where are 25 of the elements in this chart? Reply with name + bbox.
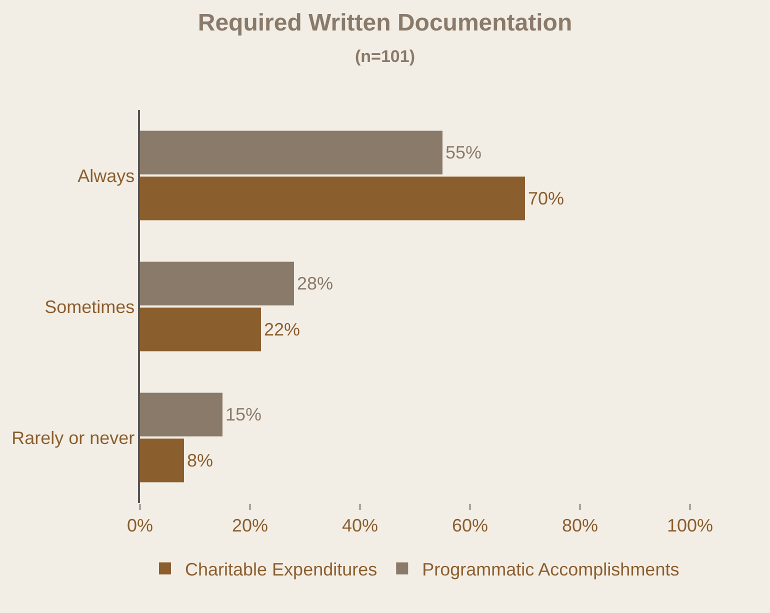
bar xyxy=(140,392,222,436)
chart-subtitle: (n=101) xyxy=(355,46,415,66)
bar xyxy=(140,176,525,220)
y-tick-label: Sometimes xyxy=(44,296,135,317)
data-label: 15% xyxy=(226,404,262,425)
bar xyxy=(140,308,261,352)
legend-label: Charitable Expenditures xyxy=(185,559,378,580)
data-label: 28% xyxy=(297,274,334,294)
y-tick-label: Rarely or never xyxy=(12,428,135,448)
chart-title: Required Written Documentation xyxy=(198,10,572,37)
x-tick-label: 60% xyxy=(452,516,488,536)
x-tick-label: 20% xyxy=(232,516,268,536)
data-label: 55% xyxy=(446,142,482,163)
bar xyxy=(140,130,442,174)
y-tick-label: Always xyxy=(78,166,135,186)
x-tick-label: 0% xyxy=(126,516,154,536)
bar xyxy=(140,262,294,306)
x-tick-label: 100% xyxy=(666,516,714,536)
x-tick-label: 40% xyxy=(342,516,378,536)
data-label: 8% xyxy=(187,450,214,470)
bar xyxy=(140,438,184,482)
legend-label: Programmatic Accomplishments xyxy=(422,559,680,580)
data-label: 22% xyxy=(264,319,300,340)
x-tick-label: 80% xyxy=(562,516,598,536)
data-label: 70% xyxy=(528,188,564,208)
